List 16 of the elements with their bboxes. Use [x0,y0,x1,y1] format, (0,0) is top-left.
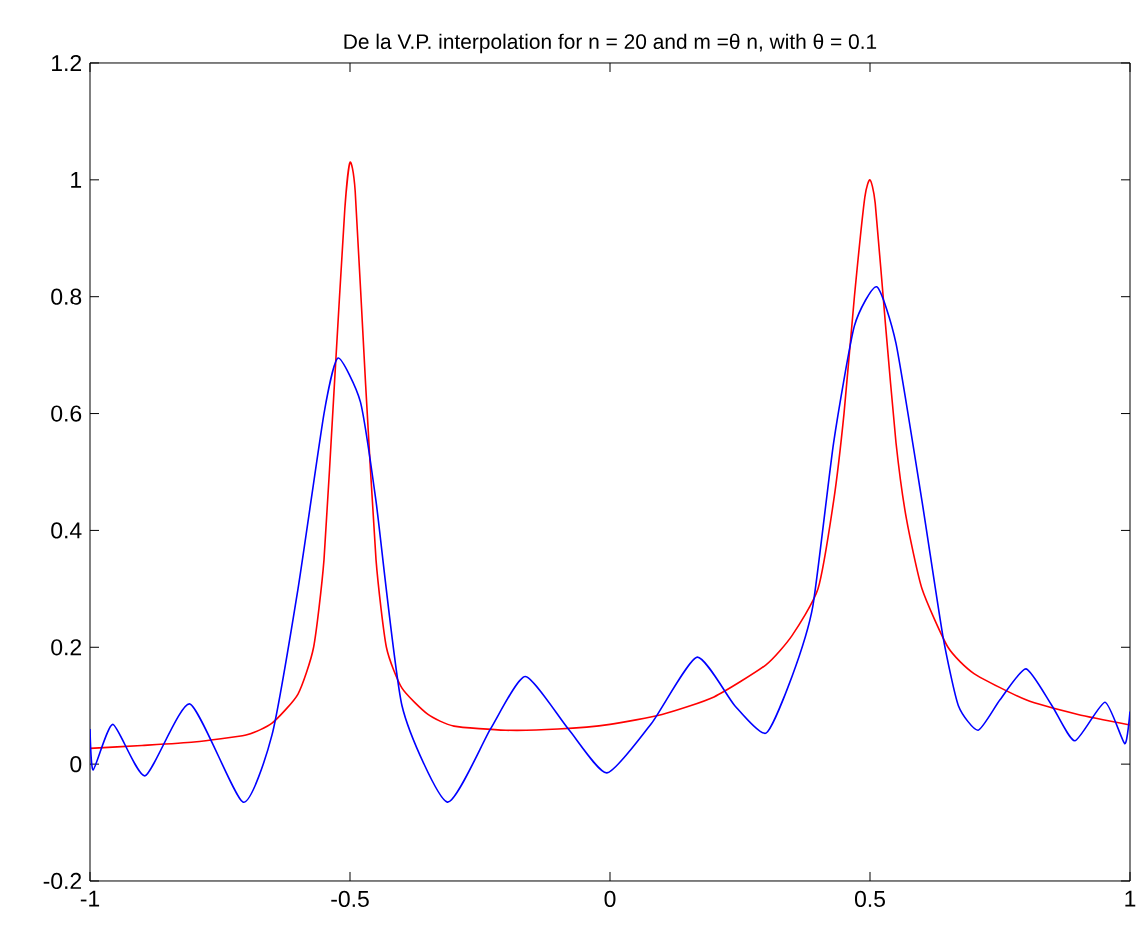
y-tick-label: 1 [71,171,82,188]
y-tick-label: 0.4 [51,522,82,539]
x-tick-label: -0.5 [331,890,369,908]
y-tick-label: 0.2 [51,639,82,656]
x-tick-label: 1 [1125,890,1136,907]
y-tick-label: 0.6 [51,405,82,422]
x-tick-label: 0 [604,890,616,908]
line-series [90,285,1130,803]
y-tick-label: 1.2 [52,54,82,71]
x-tick-label: -1 [80,890,100,907]
line-series [90,161,1130,750]
x-tick-label: 0.5 [854,890,885,908]
chart-title: De la V.P. interpolation for n = 20 and m =θ n, with θ = 0.1 [344,33,877,54]
y-tick-label: -0.2 [43,872,82,890]
y-tick-label: 0 [70,756,82,773]
y-tick-label: 0.8 [51,288,82,305]
